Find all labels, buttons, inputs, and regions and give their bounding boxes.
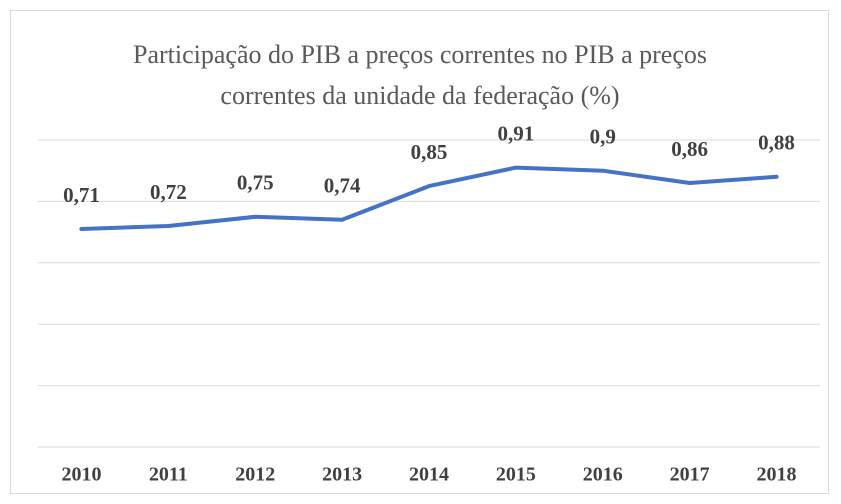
data-label: 0,85 bbox=[411, 140, 448, 164]
data-label: 0,91 bbox=[498, 121, 535, 145]
x-tick-label: 2014 bbox=[409, 464, 449, 486]
x-tick-label: 2010 bbox=[61, 464, 101, 486]
data-label: 0,86 bbox=[671, 137, 708, 161]
data-label: 0,75 bbox=[237, 171, 274, 195]
line bbox=[79, 165, 779, 231]
data-label: 0,88 bbox=[758, 131, 795, 155]
x-tick-label: 2011 bbox=[149, 464, 188, 486]
data-label: 0,9 bbox=[590, 125, 616, 149]
chart-frame bbox=[10, 10, 829, 494]
x-tick-label: 2015 bbox=[496, 464, 536, 486]
x-tick-label: 2016 bbox=[583, 464, 623, 486]
data-label: 0,71 bbox=[63, 183, 100, 207]
x-tick-label: 2018 bbox=[757, 464, 797, 486]
x-tick-label: 2017 bbox=[670, 464, 710, 486]
data-label: 0,72 bbox=[150, 180, 187, 204]
data-label: 0,74 bbox=[324, 174, 361, 198]
chart-title: Participação do PIB a preços correntes n… bbox=[133, 40, 707, 110]
x-tick-label: 2013 bbox=[322, 464, 362, 486]
x-tick-label: 2012 bbox=[235, 464, 275, 486]
